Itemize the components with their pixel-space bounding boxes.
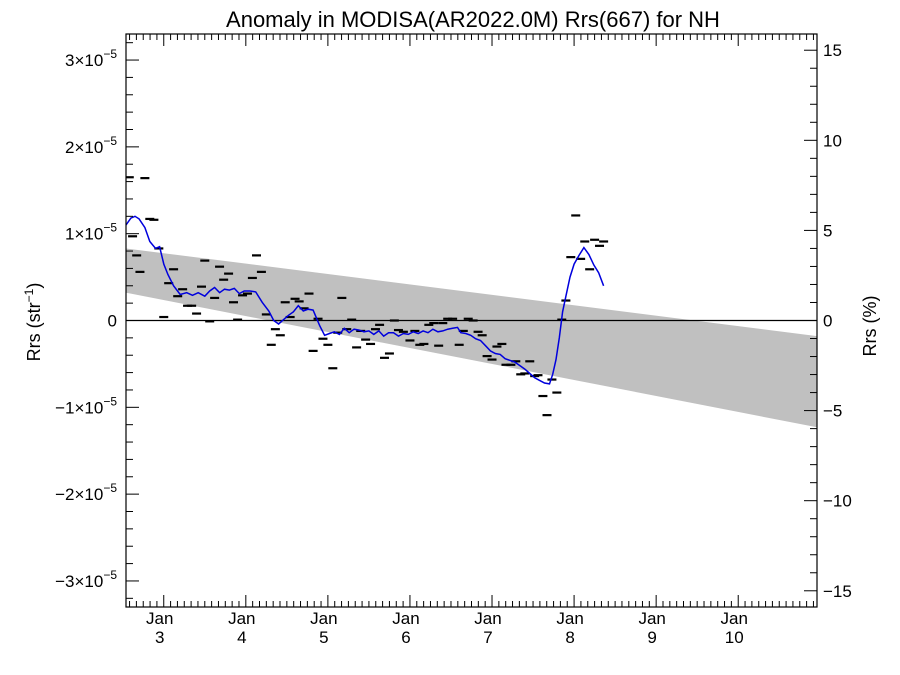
x-tick-label-year: 8 — [565, 628, 574, 647]
y-tick-label-right: −5 — [823, 402, 842, 421]
y-tick-label-mantissa: 2×10 — [65, 138, 103, 157]
x-tick-label-year: 5 — [319, 628, 328, 647]
y-tick-label-exponent: −5 — [103, 481, 117, 495]
y-tick-label-left: 2×10−5 — [65, 134, 117, 157]
y-tick-label-left: 0 — [108, 312, 117, 331]
y-tick-label-right: 15 — [823, 41, 842, 60]
y-tick-label-exponent: −5 — [103, 568, 117, 582]
x-tick-label-year: 7 — [483, 628, 492, 647]
trend-band — [126, 248, 817, 428]
y-tick-label-left: −2×10−5 — [55, 481, 117, 504]
y-tick-label-right: 5 — [823, 221, 832, 240]
y-tick-label-left: −1×10−5 — [55, 394, 117, 417]
x-tick-label-month: Jan — [474, 609, 501, 628]
y-tick-label-mantissa: 1×10 — [65, 225, 103, 244]
x-tick-label-year: 9 — [647, 628, 656, 647]
y-tick-label-exponent: −5 — [103, 221, 117, 235]
y-tick-label-right: −10 — [823, 492, 852, 511]
plot-inner — [126, 176, 817, 428]
y-axis-label-left-suffix: ) — [24, 283, 44, 289]
y-axis-label-left-sup: −1 — [22, 288, 36, 302]
y-tick-label-mantissa: −3×10 — [55, 572, 103, 591]
y-tick-label-right: 10 — [823, 131, 842, 150]
y-tick-label-right: 0 — [823, 312, 832, 331]
y-tick-label-exponent: −5 — [103, 394, 117, 408]
chart-title: Anomaly in MODISA(AR2022.0M) Rrs(667) fo… — [226, 7, 720, 32]
x-tick-label-year: 6 — [401, 628, 410, 647]
x-tick-label-month: Jan — [556, 609, 583, 628]
x-tick-label-year: 10 — [725, 628, 744, 647]
y-tick-label-right: −15 — [823, 582, 852, 601]
plot-area — [126, 176, 817, 428]
x-tick-label-month: Jan — [146, 609, 173, 628]
y-axis-label-left: Rrs (str−1) — [22, 283, 44, 362]
y-tick-label-mantissa: 0 — [108, 312, 117, 331]
x-tick-label-month: Jan — [721, 609, 748, 628]
series-line — [126, 215, 605, 385]
y-axis-label-right: Rrs (%) — [860, 296, 880, 357]
y-tick-label-exponent: −5 — [103, 47, 117, 61]
x-tick-label-month: Jan — [638, 609, 665, 628]
y-tick-label-left: −3×10−5 — [55, 568, 117, 591]
y-tick-label-mantissa: 3×10 — [65, 51, 103, 70]
y-tick-label-exponent: −5 — [103, 134, 117, 148]
y-axis-label-left-prefix: Rrs (str — [24, 302, 44, 361]
x-tick-label-month: Jan — [228, 609, 255, 628]
axes: Jan3Jan4Jan5Jan6Jan7Jan8Jan9Jan10−3×10−5… — [55, 33, 852, 647]
y-tick-label-mantissa: −1×10 — [55, 398, 103, 417]
x-tick-label-year: 3 — [155, 628, 164, 647]
y-tick-label-left: 3×10−5 — [65, 47, 117, 70]
y-tick-label-left: 1×10−5 — [65, 221, 117, 244]
x-tick-label-year: 4 — [237, 628, 246, 647]
x-tick-label-month: Jan — [392, 609, 419, 628]
x-tick-label-month: Jan — [310, 609, 337, 628]
y-tick-label-mantissa: −2×10 — [55, 485, 103, 504]
